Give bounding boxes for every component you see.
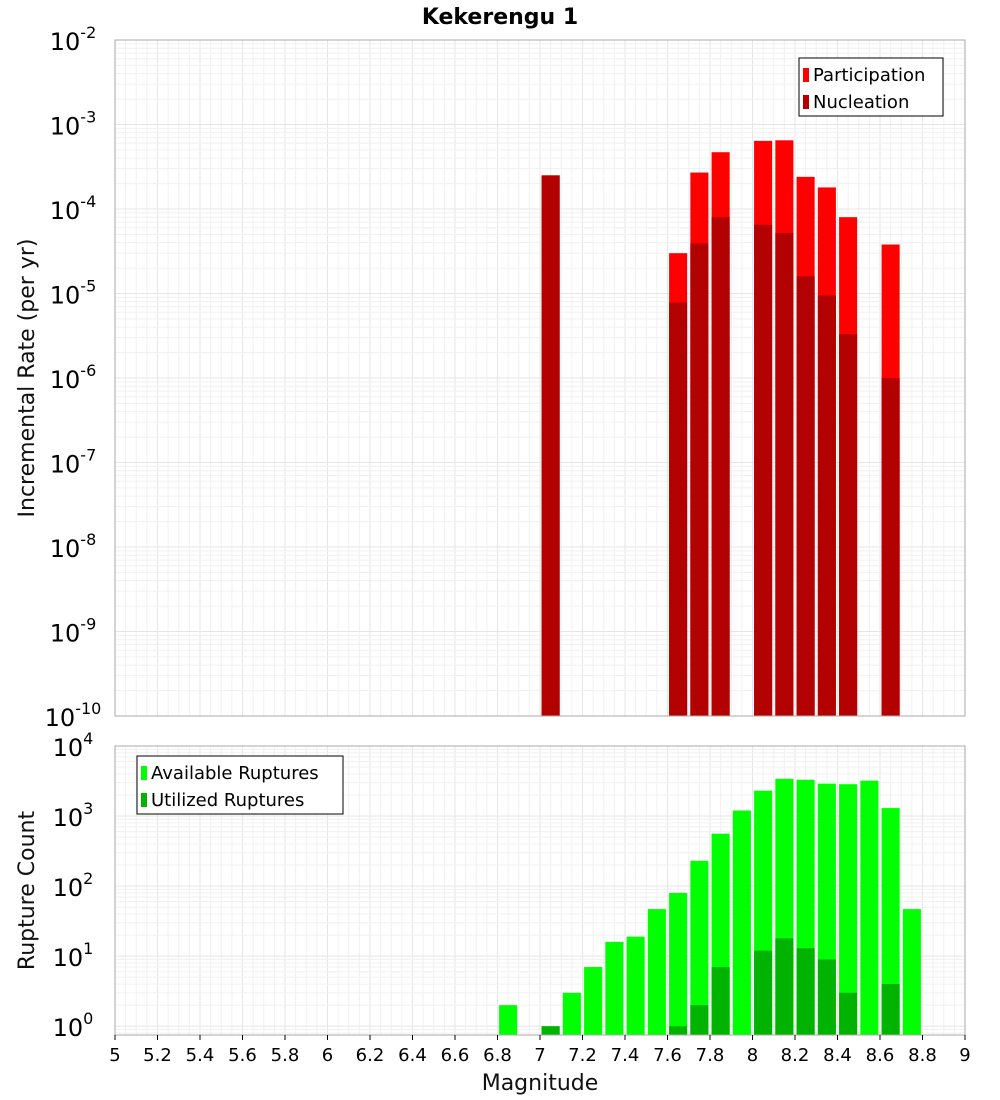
bar-nucleation <box>881 378 900 716</box>
bar-available-ruptures <box>690 860 709 1035</box>
x-tick-label: 8.6 <box>866 1045 895 1066</box>
bar-utilized-ruptures <box>817 959 836 1035</box>
legend-box <box>798 57 944 117</box>
y-tick-label: 10-8 <box>50 530 97 563</box>
x-tick-label: 5 <box>109 1045 120 1066</box>
bar-available-ruptures <box>902 909 921 1035</box>
legend-swatch <box>141 793 147 807</box>
y-tick-label: 10-3 <box>50 108 97 141</box>
y-tick-label: 10-10 <box>45 699 102 732</box>
x-axis-ticks: 5 5.2 5.4 5.6 5.8 6 6.2 6.4 6.6 6.8 7 7.2 7.4 7.6 7.8 8… <box>109 1035 971 1066</box>
y-tick-label: 10-2 <box>50 23 97 56</box>
x-tick-label: 8.8 <box>908 1045 937 1066</box>
legend-entry: Available Ruptures <box>151 763 319 784</box>
bar-available-ruptures <box>647 909 666 1035</box>
y-tick-label: 10-6 <box>50 361 97 394</box>
bar-nucleation <box>839 334 858 716</box>
y-tick-label: 104 <box>53 729 94 762</box>
y-tick-label: 10-4 <box>50 192 97 225</box>
x-axis-label: Magnitude <box>482 1071 599 1096</box>
x-tick-label: 5.8 <box>271 1045 300 1066</box>
legend-swatch <box>803 68 809 82</box>
legend-entry: Nucleation <box>813 92 909 113</box>
x-tick-label: 7.2 <box>568 1045 597 1066</box>
bar-utilized-ruptures <box>754 950 773 1035</box>
x-tick-label: 7.8 <box>696 1045 725 1066</box>
y-tick-label: 102 <box>53 869 94 902</box>
bar-nucleation <box>775 232 794 716</box>
x-tick-label: 8 <box>747 1045 758 1066</box>
bottom-plot-bars <box>499 778 921 1035</box>
bar-available-ruptures <box>562 992 581 1035</box>
x-tick-label: 5.2 <box>143 1045 172 1066</box>
bar-available-ruptures <box>499 1005 518 1035</box>
x-tick-label: 7 <box>534 1045 545 1066</box>
bottom-y-axis-label: Rupture Count <box>15 811 40 971</box>
bar-nucleation <box>541 175 560 716</box>
legend-entry: Utilized Ruptures <box>151 790 304 811</box>
bottom-y-axis-ticks: 100 101 102 103 104 <box>53 729 94 1042</box>
bar-available-ruptures <box>605 941 624 1035</box>
bar-available-ruptures <box>732 810 751 1035</box>
x-tick-label: 7.4 <box>611 1045 640 1066</box>
bar-utilized-ruptures <box>881 984 900 1035</box>
bar-available-ruptures <box>584 967 603 1035</box>
top-y-axis-ticks: 10-10 10-9 10-8 10-7 10-6 10-5 10-4 10-3 10-2 <box>45 23 102 732</box>
y-tick-label: 10-7 <box>50 446 97 479</box>
x-tick-label: 6 <box>322 1045 333 1066</box>
legend-box <box>136 755 344 815</box>
y-tick-label: 10-5 <box>50 277 97 310</box>
top-y-axis-label: Incremental Rate (per yr) <box>15 239 40 518</box>
y-tick-label: 100 <box>53 1009 94 1042</box>
bar-utilized-ruptures <box>711 967 730 1035</box>
bar-utilized-ruptures <box>796 948 815 1035</box>
bar-nucleation <box>690 243 709 716</box>
bar-utilized-ruptures <box>775 938 794 1035</box>
legend-swatch <box>141 766 147 780</box>
bar-available-ruptures <box>881 808 900 1035</box>
bar-utilized-ruptures <box>839 992 858 1035</box>
bar-utilized-ruptures <box>541 1026 560 1035</box>
bar-utilized-ruptures <box>669 1026 688 1035</box>
bar-nucleation <box>796 276 815 716</box>
x-tick-label: 5.6 <box>228 1045 257 1066</box>
x-tick-label: 9 <box>959 1045 970 1066</box>
bar-nucleation <box>817 295 836 716</box>
bar-available-ruptures <box>860 780 879 1035</box>
legend-swatch <box>803 95 809 109</box>
bar-available-ruptures <box>626 936 645 1035</box>
x-tick-label: 6.2 <box>356 1045 385 1066</box>
bar-available-ruptures <box>839 784 858 1035</box>
top-plot-bars <box>541 140 900 717</box>
top-plot-grid <box>114 39 966 717</box>
top-plot-area <box>114 39 966 717</box>
bar-nucleation <box>669 302 688 716</box>
x-tick-label: 6.4 <box>398 1045 427 1066</box>
top-legend: Participation Nucleation <box>798 57 944 117</box>
y-tick-label: 10-9 <box>50 615 97 648</box>
bottom-legend: Available Ruptures Utilized Ruptures <box>136 755 344 815</box>
x-tick-label: 8.2 <box>781 1045 810 1066</box>
bar-available-ruptures <box>669 892 688 1035</box>
x-tick-label: 5.4 <box>186 1045 215 1066</box>
bar-nucleation <box>754 224 773 716</box>
y-tick-label: 103 <box>53 799 94 832</box>
x-tick-label: 6.6 <box>441 1045 470 1066</box>
x-tick-label: 7.6 <box>653 1045 682 1066</box>
x-tick-label: 6.8 <box>483 1045 512 1066</box>
y-tick-label: 101 <box>53 939 94 972</box>
legend-entry: Participation <box>813 65 925 86</box>
chart-title: Kekerengu 1 <box>422 5 578 30</box>
bar-utilized-ruptures <box>690 1005 709 1035</box>
x-tick-label: 8.4 <box>823 1045 852 1066</box>
bar-nucleation <box>711 217 730 716</box>
